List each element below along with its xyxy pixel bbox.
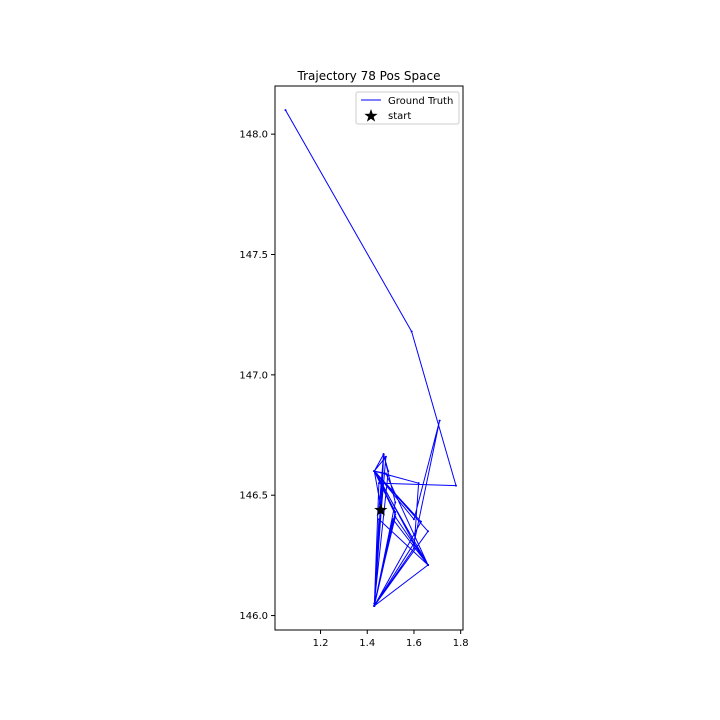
data-point <box>391 518 394 521</box>
chart-title: Trajectory 78 Pos Space <box>297 69 441 83</box>
data-point <box>412 542 415 545</box>
data-point <box>412 518 415 521</box>
series-layer <box>284 109 457 607</box>
data-point <box>438 419 441 422</box>
data-point <box>373 602 376 605</box>
data-point <box>387 470 390 473</box>
data-point <box>394 501 397 504</box>
data-point <box>426 530 429 533</box>
data-point <box>410 330 413 333</box>
y-tick-label: 147.0 <box>239 370 268 381</box>
data-point <box>412 547 415 550</box>
y-tick-label: 147.5 <box>239 250 268 261</box>
data-point <box>375 472 378 475</box>
data-point <box>373 604 376 607</box>
y-tick-label: 148.0 <box>239 130 268 141</box>
x-tick-label: 1.6 <box>406 638 422 649</box>
plot-area <box>284 109 457 607</box>
data-point <box>384 472 387 475</box>
y-tick-label: 146.0 <box>239 611 268 622</box>
y-axis: 146.0 146.5 147.0 147.5 148.0 <box>239 130 275 622</box>
x-tick-label: 1.8 <box>453 638 469 649</box>
legend: Ground Truth start <box>355 91 460 125</box>
data-point <box>454 484 457 487</box>
data-point <box>373 470 376 473</box>
data-point <box>284 109 287 112</box>
data-point <box>377 482 380 485</box>
data-point <box>394 511 397 514</box>
start-star-marker <box>374 503 388 516</box>
y-tick-label: 146.5 <box>239 491 268 502</box>
data-point <box>394 513 397 516</box>
marker-layer <box>374 503 388 516</box>
x-tick-label: 1.2 <box>313 638 329 649</box>
data-point <box>419 520 422 523</box>
data-point <box>384 455 387 458</box>
series-line-ground-truth <box>285 109 457 607</box>
legend-label-start: start <box>388 111 411 122</box>
data-point <box>417 482 420 485</box>
x-tick-label: 1.4 <box>359 638 375 649</box>
data-point <box>377 518 380 521</box>
x-axis: 1.2 1.4 1.6 1.8 <box>313 630 469 649</box>
data-point <box>382 453 385 456</box>
data-point <box>426 564 429 567</box>
legend-box <box>355 91 460 125</box>
legend-label-ground-truth: Ground Truth <box>388 96 453 107</box>
plot-frame <box>274 85 464 631</box>
data-point <box>394 515 397 518</box>
legend-star-icon <box>364 109 378 122</box>
